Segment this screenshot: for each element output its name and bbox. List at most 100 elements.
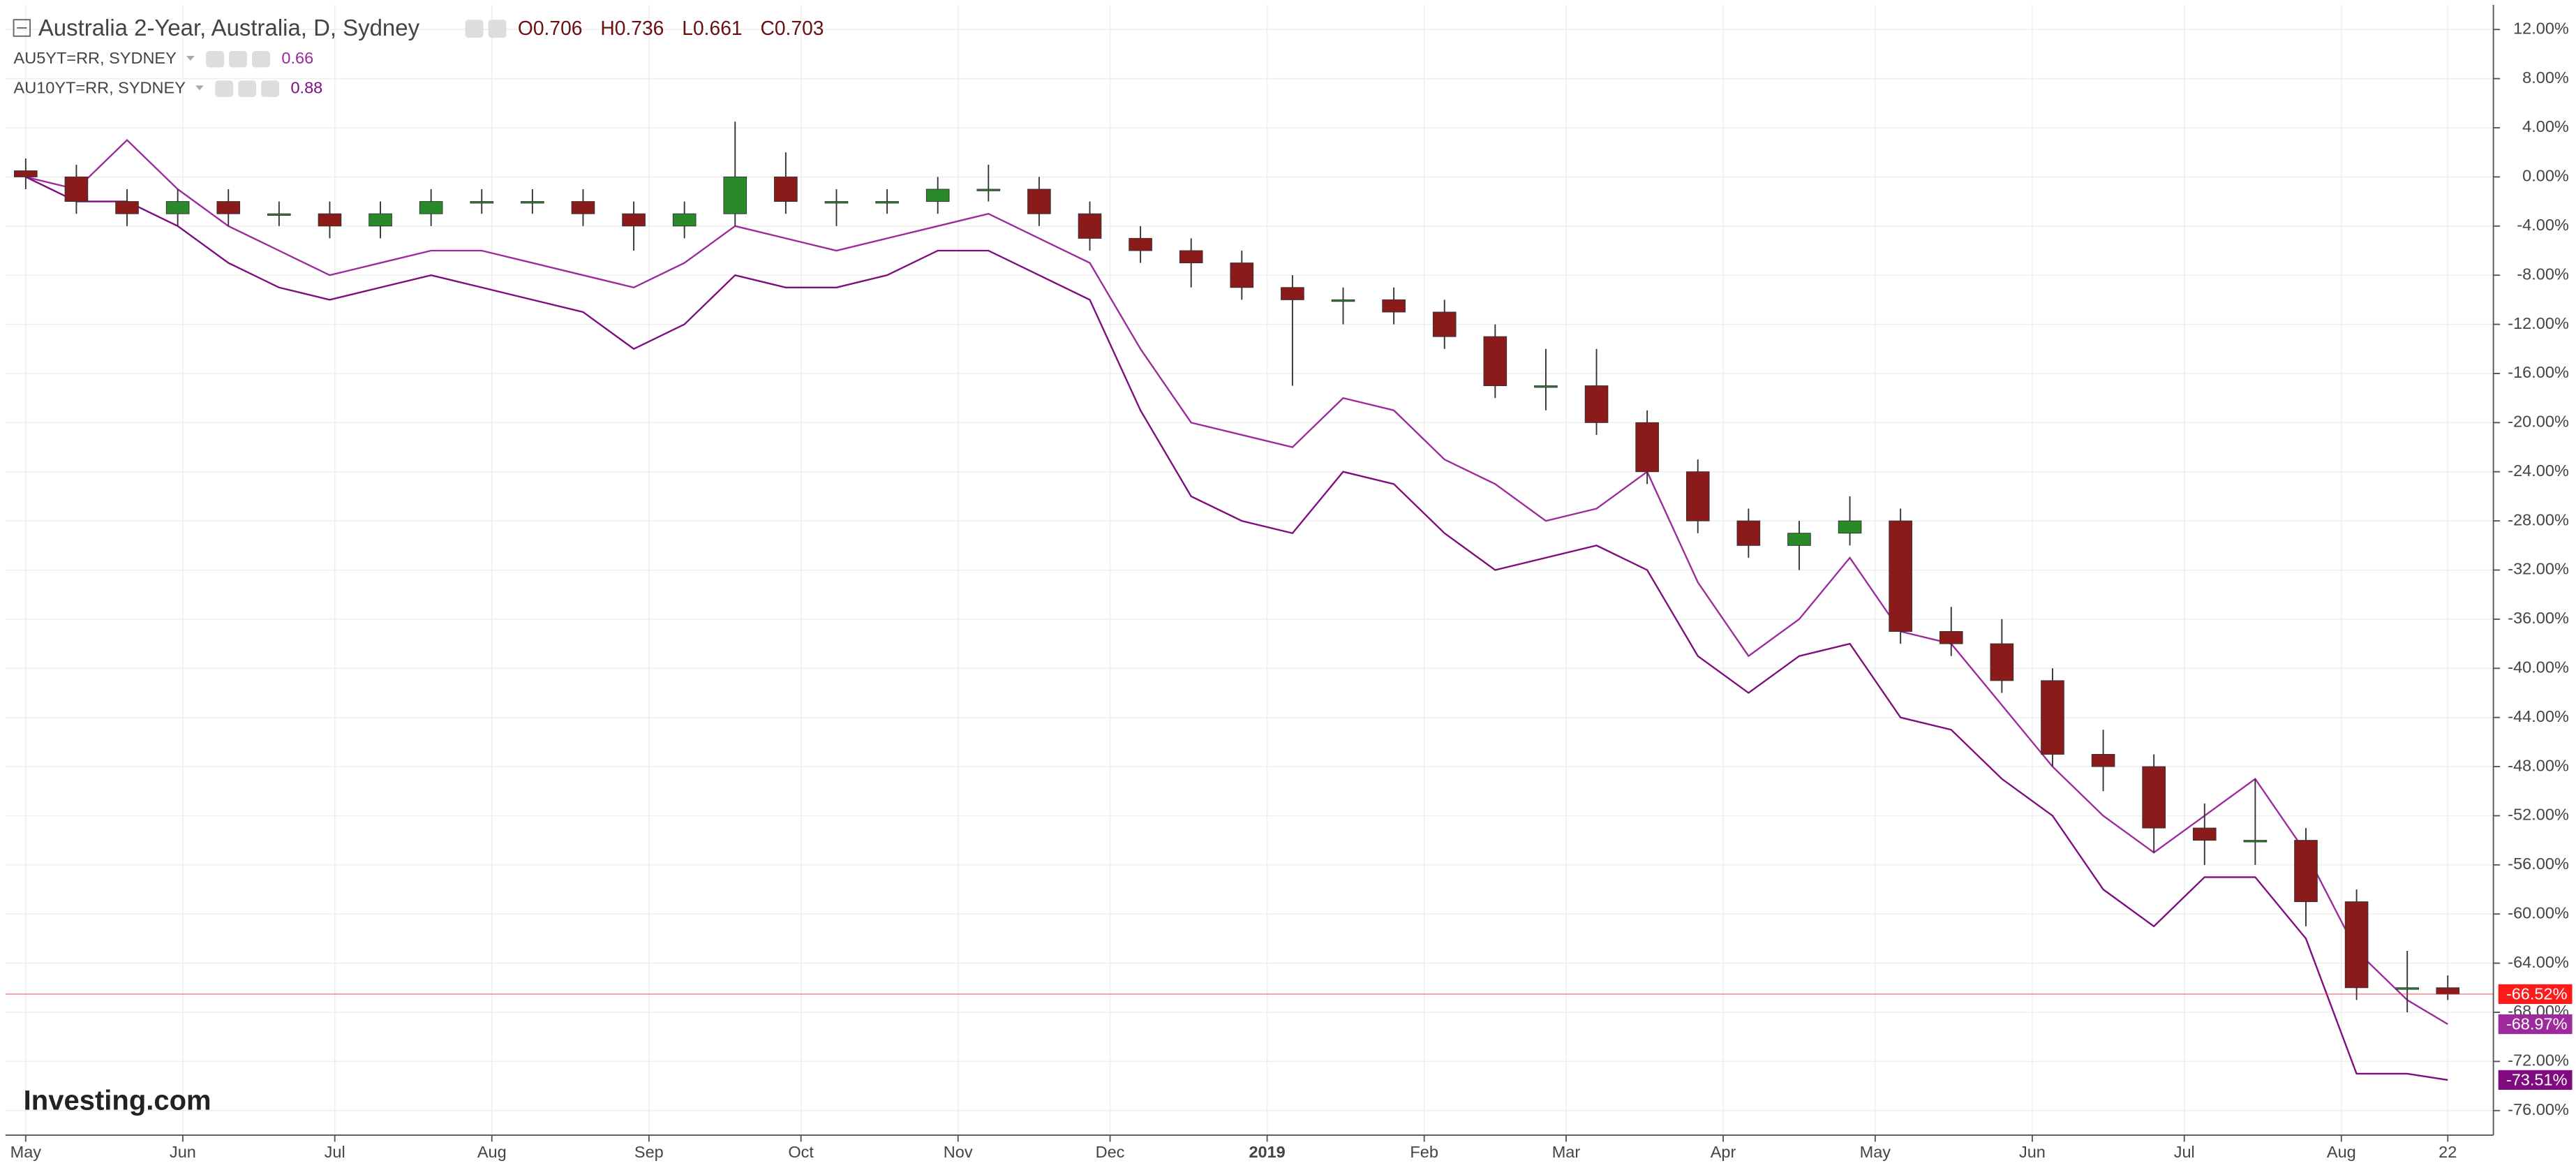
candle-body [2142, 766, 2166, 829]
x-tick-label: Nov [944, 1143, 973, 1161]
legend-dropdown [186, 56, 195, 61]
x-tick-label: May [10, 1143, 42, 1161]
legend-icon [252, 50, 270, 68]
last-value-label: -66.52% [2506, 984, 2568, 1003]
ohlc-value: C0.703 [760, 17, 824, 39]
chart-title: Australia 2-Year, Australia, D, Sydney [38, 15, 420, 40]
y-tick-label: -36.00% [2508, 609, 2569, 627]
y-tick-label: -8.00% [2517, 265, 2569, 283]
x-tick-label: Jul [2174, 1143, 2195, 1161]
candle-body [14, 170, 38, 177]
candle-body [2243, 840, 2268, 843]
candle-body [318, 213, 342, 227]
last-value-box [2498, 984, 2573, 1005]
y-tick-label: -4.00% [2517, 216, 2569, 234]
y-tick-label: 8.00% [2522, 68, 2569, 87]
candle-body [723, 176, 747, 214]
candle-body [64, 176, 89, 202]
x-tick-label: Dec [1096, 1143, 1125, 1161]
ohlc-value: L0.661 [682, 17, 742, 39]
legend-dropdown [195, 85, 204, 91]
legend-icon [215, 80, 234, 97]
legend: AU5YT=RR, SYDNEY 0.66 AU10YT=RR, SYDNEY 0.8… [14, 49, 322, 97]
legend-name: AU10YT=RR, SYDNEY [14, 78, 186, 96]
y-tick-label: -56.00% [2508, 855, 2569, 873]
y-tick-label: -20.00% [2508, 413, 2569, 431]
ohlc-value: O0.706 [518, 17, 583, 39]
header-icons[interactable] [465, 20, 507, 38]
legend-name: AU5YT=RR, SYDNEY [14, 49, 177, 67]
candle-body [419, 201, 443, 214]
candle-body [976, 188, 1001, 191]
x-tick-label: Jun [2019, 1143, 2046, 1161]
y-tick-label: -24.00% [2508, 461, 2569, 480]
x-tick-label: 22 [2439, 1143, 2457, 1161]
y-tick-label: 4.00% [2522, 117, 2569, 135]
candle-body [1838, 520, 1862, 534]
candle-body [622, 213, 646, 227]
candle-body [1939, 631, 1963, 644]
candle-body [1179, 250, 1203, 264]
collapse-icon[interactable] [13, 19, 31, 37]
x-tick-label: Oct [788, 1143, 814, 1161]
candle-body [925, 188, 950, 202]
candle-body [2041, 680, 2064, 755]
y-tick-label: -64.00% [2508, 953, 2569, 971]
candle-body [1230, 263, 1254, 288]
candle-body [2192, 827, 2217, 841]
candle-body [2294, 840, 2318, 903]
candle-body [1889, 520, 1912, 632]
legend-icon [238, 80, 257, 97]
candle-body [470, 201, 494, 204]
candle-body [774, 176, 798, 202]
candle-body [2091, 753, 2115, 767]
last-value-box [2498, 1014, 2573, 1035]
last-value-box [2498, 1070, 2573, 1091]
y-tick-label: -60.00% [2508, 903, 2569, 922]
y-tick-label: -32.00% [2508, 560, 2569, 578]
y-tick-label: -16.00% [2508, 363, 2569, 381]
candle-body [521, 201, 544, 204]
x-tick-label: Aug [2327, 1143, 2356, 1161]
candle-body [1432, 311, 1457, 337]
candle-body [2344, 901, 2369, 989]
candle-body [267, 213, 291, 216]
settings-icon[interactable] [465, 20, 484, 38]
ohlc-value: H0.736 [600, 17, 664, 39]
legend-icon [206, 50, 225, 68]
settings-icon[interactable] [488, 20, 507, 38]
candle-body [1027, 188, 1051, 214]
candle-body [1129, 237, 1152, 251]
candle-body [2395, 987, 2420, 990]
last-value-label: -73.51% [2506, 1070, 2568, 1088]
candle-body [216, 201, 241, 214]
candle-body [368, 213, 392, 227]
x-tick-label: Mar [1552, 1143, 1581, 1161]
y-tick-label: -44.00% [2508, 707, 2569, 725]
plot-layer [5, 121, 2494, 1081]
candle-body [672, 213, 697, 227]
ohlc-values: O0.706 H0.736 L0.661 C0.703 [518, 17, 824, 39]
candle-body [1483, 336, 1507, 387]
legend-value: 0.66 [281, 49, 313, 67]
candle-body [875, 201, 899, 204]
x-tick-label: 2019 [1249, 1143, 1285, 1161]
candle-body [1635, 422, 1659, 473]
candle-body [571, 201, 595, 214]
x-tick-label: Jul [325, 1143, 345, 1161]
candle-body [115, 201, 139, 214]
candle-body [1534, 385, 1558, 388]
y-tick-label: 12.00% [2513, 19, 2569, 37]
y-tick-label: -12.00% [2508, 314, 2569, 332]
candle-body [2436, 987, 2460, 995]
legend-icon [229, 50, 247, 68]
y-tick-label: -40.00% [2508, 658, 2569, 676]
candle-body [1331, 299, 1355, 302]
x-tick-label: Feb [1410, 1143, 1438, 1161]
y-tick-label: 0.00% [2522, 167, 2569, 185]
grid-layer [5, 5, 2494, 1135]
candle-body [165, 201, 190, 214]
candle-body [1990, 643, 2014, 681]
